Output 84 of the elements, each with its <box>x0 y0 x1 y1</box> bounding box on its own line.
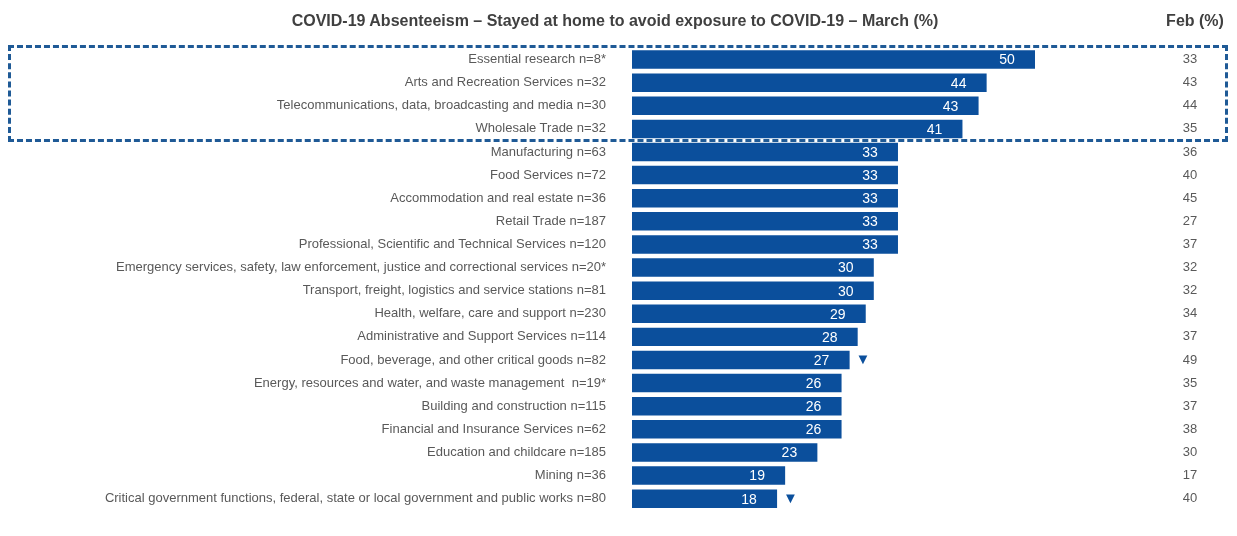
data-label: 33 <box>862 190 878 207</box>
bar <box>632 281 874 300</box>
bar <box>632 304 866 324</box>
bar <box>632 235 898 254</box>
data-label: 26 <box>805 374 822 391</box>
y-tick-label: Professional, Scientific and Technical Services n=120 <box>298 236 606 252</box>
y-tick-label: Administrative and Support Services n=114 <box>357 328 606 344</box>
text: 44 <box>1182 97 1198 113</box>
text: 37 <box>1182 236 1198 252</box>
data-label: 26 <box>805 421 822 438</box>
data-label: 28 <box>821 328 838 345</box>
y-tick-label: Manufacturing n=63 <box>490 143 606 159</box>
y-tick-label: Critical government functions, federal, state or local government and public works n=80 <box>104 490 606 506</box>
text: 36 <box>1182 143 1198 159</box>
text: 38 <box>1182 420 1198 436</box>
y-tick-label: Financial and Insurance Services n=62 <box>381 420 606 436</box>
y-tick-label: Energy, resources and water, and waste management n=19* <box>253 374 606 390</box>
y-tick-label: Accommodation and real estate n=36 <box>390 189 606 205</box>
bar <box>632 212 898 231</box>
data-label: 18 <box>741 490 758 507</box>
text: 34 <box>1182 305 1198 321</box>
chart-title: COVID-19 Absenteeism – Stayed at home to avoid exposure to COVID-19 – March (%) <box>291 12 939 30</box>
data-label: 50 <box>999 51 1015 68</box>
data-label: 29 <box>829 305 846 322</box>
bar <box>632 142 898 162</box>
data-label: 23 <box>781 444 798 461</box>
data-label: 26 <box>805 398 822 415</box>
bar <box>632 373 842 393</box>
text: 30 <box>1182 444 1198 459</box>
text: 33 <box>1182 51 1198 67</box>
y-tick-label: Wholesale Trade n=32 <box>475 120 606 136</box>
bar <box>632 489 778 508</box>
text: 35 <box>1182 120 1198 136</box>
y-tick-label: Emergency services, safety, law enforcement, justice and correctional services n=20* <box>115 259 606 275</box>
data-label: 44 <box>950 74 967 91</box>
data-label: 27 <box>813 351 830 368</box>
text: 35 <box>1182 374 1198 390</box>
bar <box>632 443 818 462</box>
text: Feb (%) <box>1166 12 1224 30</box>
bar <box>632 165 898 185</box>
annotation: ▼ <box>855 350 871 368</box>
annotation: ▼ <box>783 488 798 506</box>
bar <box>632 396 842 416</box>
text: 37 <box>1182 328 1198 344</box>
y-tick-label: Telecommunications, data, broadcasting and media n=30 <box>276 97 606 113</box>
bar <box>632 327 858 347</box>
text: 45 <box>1182 189 1198 205</box>
y-tick-label: Food Services n=72 <box>490 166 606 182</box>
bar <box>632 50 1035 69</box>
data-label: 30 <box>838 282 854 299</box>
bar <box>632 466 786 485</box>
bar <box>632 258 874 277</box>
text: 40 <box>1182 490 1198 506</box>
y-tick-label: Health, welfare, care and support n=230 <box>374 305 606 321</box>
bar <box>632 119 963 139</box>
text: 32 <box>1182 259 1198 275</box>
data-label: 33 <box>862 236 878 253</box>
data-label: 41 <box>926 120 943 137</box>
text: 32 <box>1182 282 1198 298</box>
y-tick-label: Building and construction n=115 <box>421 397 606 413</box>
text: 17 <box>1182 467 1198 483</box>
bar <box>632 350 850 370</box>
text: 49 <box>1182 351 1198 367</box>
text: 37 <box>1182 397 1198 413</box>
bar <box>632 96 979 116</box>
data-label: 43 <box>942 97 959 114</box>
bar <box>632 420 842 439</box>
data-label: 33 <box>862 143 878 160</box>
text: 27 <box>1182 212 1198 228</box>
y-tick-label: Mining n=36 <box>534 467 606 483</box>
y-tick-label: Transport, freight, logistics and service stations n=81 <box>302 282 606 298</box>
text: 40 <box>1182 166 1198 182</box>
y-tick-label: Education and childcare n=185 <box>427 444 606 459</box>
bar <box>632 188 898 208</box>
data-label: 30 <box>838 259 854 276</box>
y-tick-label: Essential research n=8* <box>468 51 606 67</box>
y-tick-label: Food, beverage, and other critical goods n=82 <box>340 351 606 367</box>
y-tick-label: Retail Trade n=187 <box>495 212 606 228</box>
text: 43 <box>1182 74 1198 90</box>
data-label: 33 <box>862 166 878 183</box>
data-label: 19 <box>749 467 766 484</box>
data-label: 33 <box>862 213 878 230</box>
y-tick-label: Arts and Recreation Services n=32 <box>404 74 606 90</box>
bar <box>632 73 987 92</box>
